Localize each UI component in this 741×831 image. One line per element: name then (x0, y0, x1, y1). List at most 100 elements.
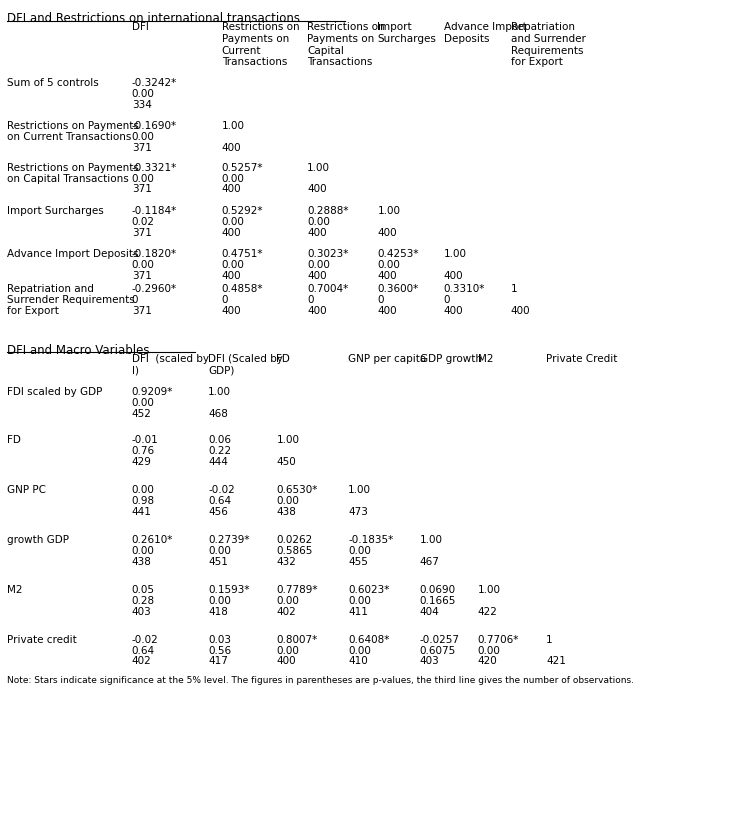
Text: growth GDP: growth GDP (7, 535, 69, 545)
Text: 1.00: 1.00 (307, 163, 330, 173)
Text: Restrictions on Payments: Restrictions on Payments (7, 163, 139, 173)
Text: 467: 467 (419, 557, 439, 567)
Text: 0.6530*: 0.6530* (276, 485, 318, 495)
Text: 0.00: 0.00 (348, 546, 371, 556)
Text: DFI and Restrictions on international transactions: DFI and Restrictions on international tr… (7, 12, 300, 26)
Text: on Capital Transactions: on Capital Transactions (7, 174, 129, 184)
Text: Advance Import
Deposits: Advance Import Deposits (444, 22, 526, 44)
Text: DFI: DFI (132, 22, 149, 32)
Text: 400: 400 (307, 271, 327, 281)
Text: 438: 438 (132, 557, 152, 567)
Text: 0.28: 0.28 (132, 596, 155, 606)
Text: 0.5257*: 0.5257* (222, 163, 263, 173)
Text: Private Credit: Private Credit (546, 354, 617, 364)
Text: -0.3242*: -0.3242* (132, 78, 177, 88)
Text: 0.00: 0.00 (208, 596, 231, 606)
Text: 0.00: 0.00 (222, 217, 245, 227)
Text: 0.00: 0.00 (132, 546, 155, 556)
Text: 400: 400 (377, 306, 397, 316)
Text: 400: 400 (276, 656, 296, 666)
Text: 371: 371 (132, 143, 152, 153)
Text: 371: 371 (132, 184, 152, 194)
Text: 0.00: 0.00 (276, 596, 299, 606)
Text: 400: 400 (222, 306, 242, 316)
Text: 452: 452 (132, 409, 152, 419)
Text: GNP per capita: GNP per capita (348, 354, 426, 364)
Text: 450: 450 (276, 457, 296, 467)
Text: 421: 421 (546, 656, 566, 666)
Text: 0.00: 0.00 (307, 217, 330, 227)
Text: 0.00: 0.00 (276, 646, 299, 656)
Text: 0.2739*: 0.2739* (208, 535, 250, 545)
Text: 420: 420 (478, 656, 497, 666)
Text: 0.5865: 0.5865 (276, 546, 313, 556)
Text: for Export: for Export (7, 306, 59, 316)
Text: 0.00: 0.00 (222, 174, 245, 184)
Text: 429: 429 (132, 457, 152, 467)
Text: 0.6023*: 0.6023* (348, 585, 390, 595)
Text: 0.00: 0.00 (377, 260, 400, 270)
Text: 334: 334 (132, 100, 152, 110)
Text: Restrictions on Payments: Restrictions on Payments (7, 121, 139, 131)
Text: 0: 0 (132, 295, 139, 305)
Text: 0: 0 (377, 295, 384, 305)
Text: Note: Stars indicate significance at the 5% level. The figures in parentheses ar: Note: Stars indicate significance at the… (7, 676, 634, 686)
Text: GNP PC: GNP PC (7, 485, 46, 495)
Text: 444: 444 (208, 457, 228, 467)
Text: 371: 371 (132, 228, 152, 238)
Text: 0.1665: 0.1665 (419, 596, 456, 606)
Text: DFI and Macro Variables: DFI and Macro Variables (7, 344, 150, 357)
Text: -0.02: -0.02 (132, 635, 159, 645)
Text: 403: 403 (132, 607, 151, 617)
Text: 0.5292*: 0.5292* (222, 206, 263, 216)
Text: 0.7789*: 0.7789* (276, 585, 318, 595)
Text: Repatriation
and Surrender
Requirements
for Export: Repatriation and Surrender Requirements … (511, 22, 585, 67)
Text: 371: 371 (132, 306, 152, 316)
Text: 0.56: 0.56 (208, 646, 231, 656)
Text: 0.2888*: 0.2888* (307, 206, 348, 216)
Text: -0.1820*: -0.1820* (132, 249, 177, 259)
Text: 400: 400 (222, 143, 242, 153)
Text: 0.00: 0.00 (132, 398, 155, 408)
Text: 418: 418 (208, 607, 228, 617)
Text: Import Surcharges: Import Surcharges (7, 206, 104, 216)
Text: 0.00: 0.00 (307, 260, 330, 270)
Text: 422: 422 (478, 607, 498, 617)
Text: -0.1184*: -0.1184* (132, 206, 177, 216)
Text: 0.6408*: 0.6408* (348, 635, 390, 645)
Text: 0.3600*: 0.3600* (377, 284, 419, 294)
Text: -0.1690*: -0.1690* (132, 121, 177, 131)
Text: 411: 411 (348, 607, 368, 617)
Text: -0.3321*: -0.3321* (132, 163, 177, 173)
Text: 400: 400 (222, 228, 242, 238)
Text: 0.0262: 0.0262 (276, 535, 313, 545)
Text: 0.8007*: 0.8007* (276, 635, 318, 645)
Text: on Current Transactions: on Current Transactions (7, 132, 131, 142)
Text: 0.64: 0.64 (208, 496, 231, 506)
Text: 432: 432 (276, 557, 296, 567)
Text: 403: 403 (419, 656, 439, 666)
Text: -0.01: -0.01 (132, 435, 159, 445)
Text: 0.98: 0.98 (132, 496, 155, 506)
Text: 451: 451 (208, 557, 228, 567)
Text: Private credit: Private credit (7, 635, 76, 645)
Text: Repatriation and: Repatriation and (7, 284, 93, 294)
Text: 400: 400 (222, 184, 242, 194)
Text: 1.00: 1.00 (348, 485, 371, 495)
Text: 0.03: 0.03 (208, 635, 231, 645)
Text: FD: FD (7, 435, 21, 445)
Text: 0.22: 0.22 (208, 446, 231, 456)
Text: 0.00: 0.00 (132, 485, 155, 495)
Text: 0.4253*: 0.4253* (377, 249, 419, 259)
Text: 1.00: 1.00 (222, 121, 245, 131)
Text: 455: 455 (348, 557, 368, 567)
Text: 468: 468 (208, 409, 228, 419)
Text: 0.2610*: 0.2610* (132, 535, 173, 545)
Text: -0.1835*: -0.1835* (348, 535, 393, 545)
Text: 400: 400 (377, 228, 397, 238)
Text: 1.00: 1.00 (208, 387, 231, 397)
Text: 0.4751*: 0.4751* (222, 249, 263, 259)
Text: M2: M2 (7, 585, 22, 595)
Text: 1: 1 (546, 635, 553, 645)
Text: 402: 402 (132, 656, 151, 666)
